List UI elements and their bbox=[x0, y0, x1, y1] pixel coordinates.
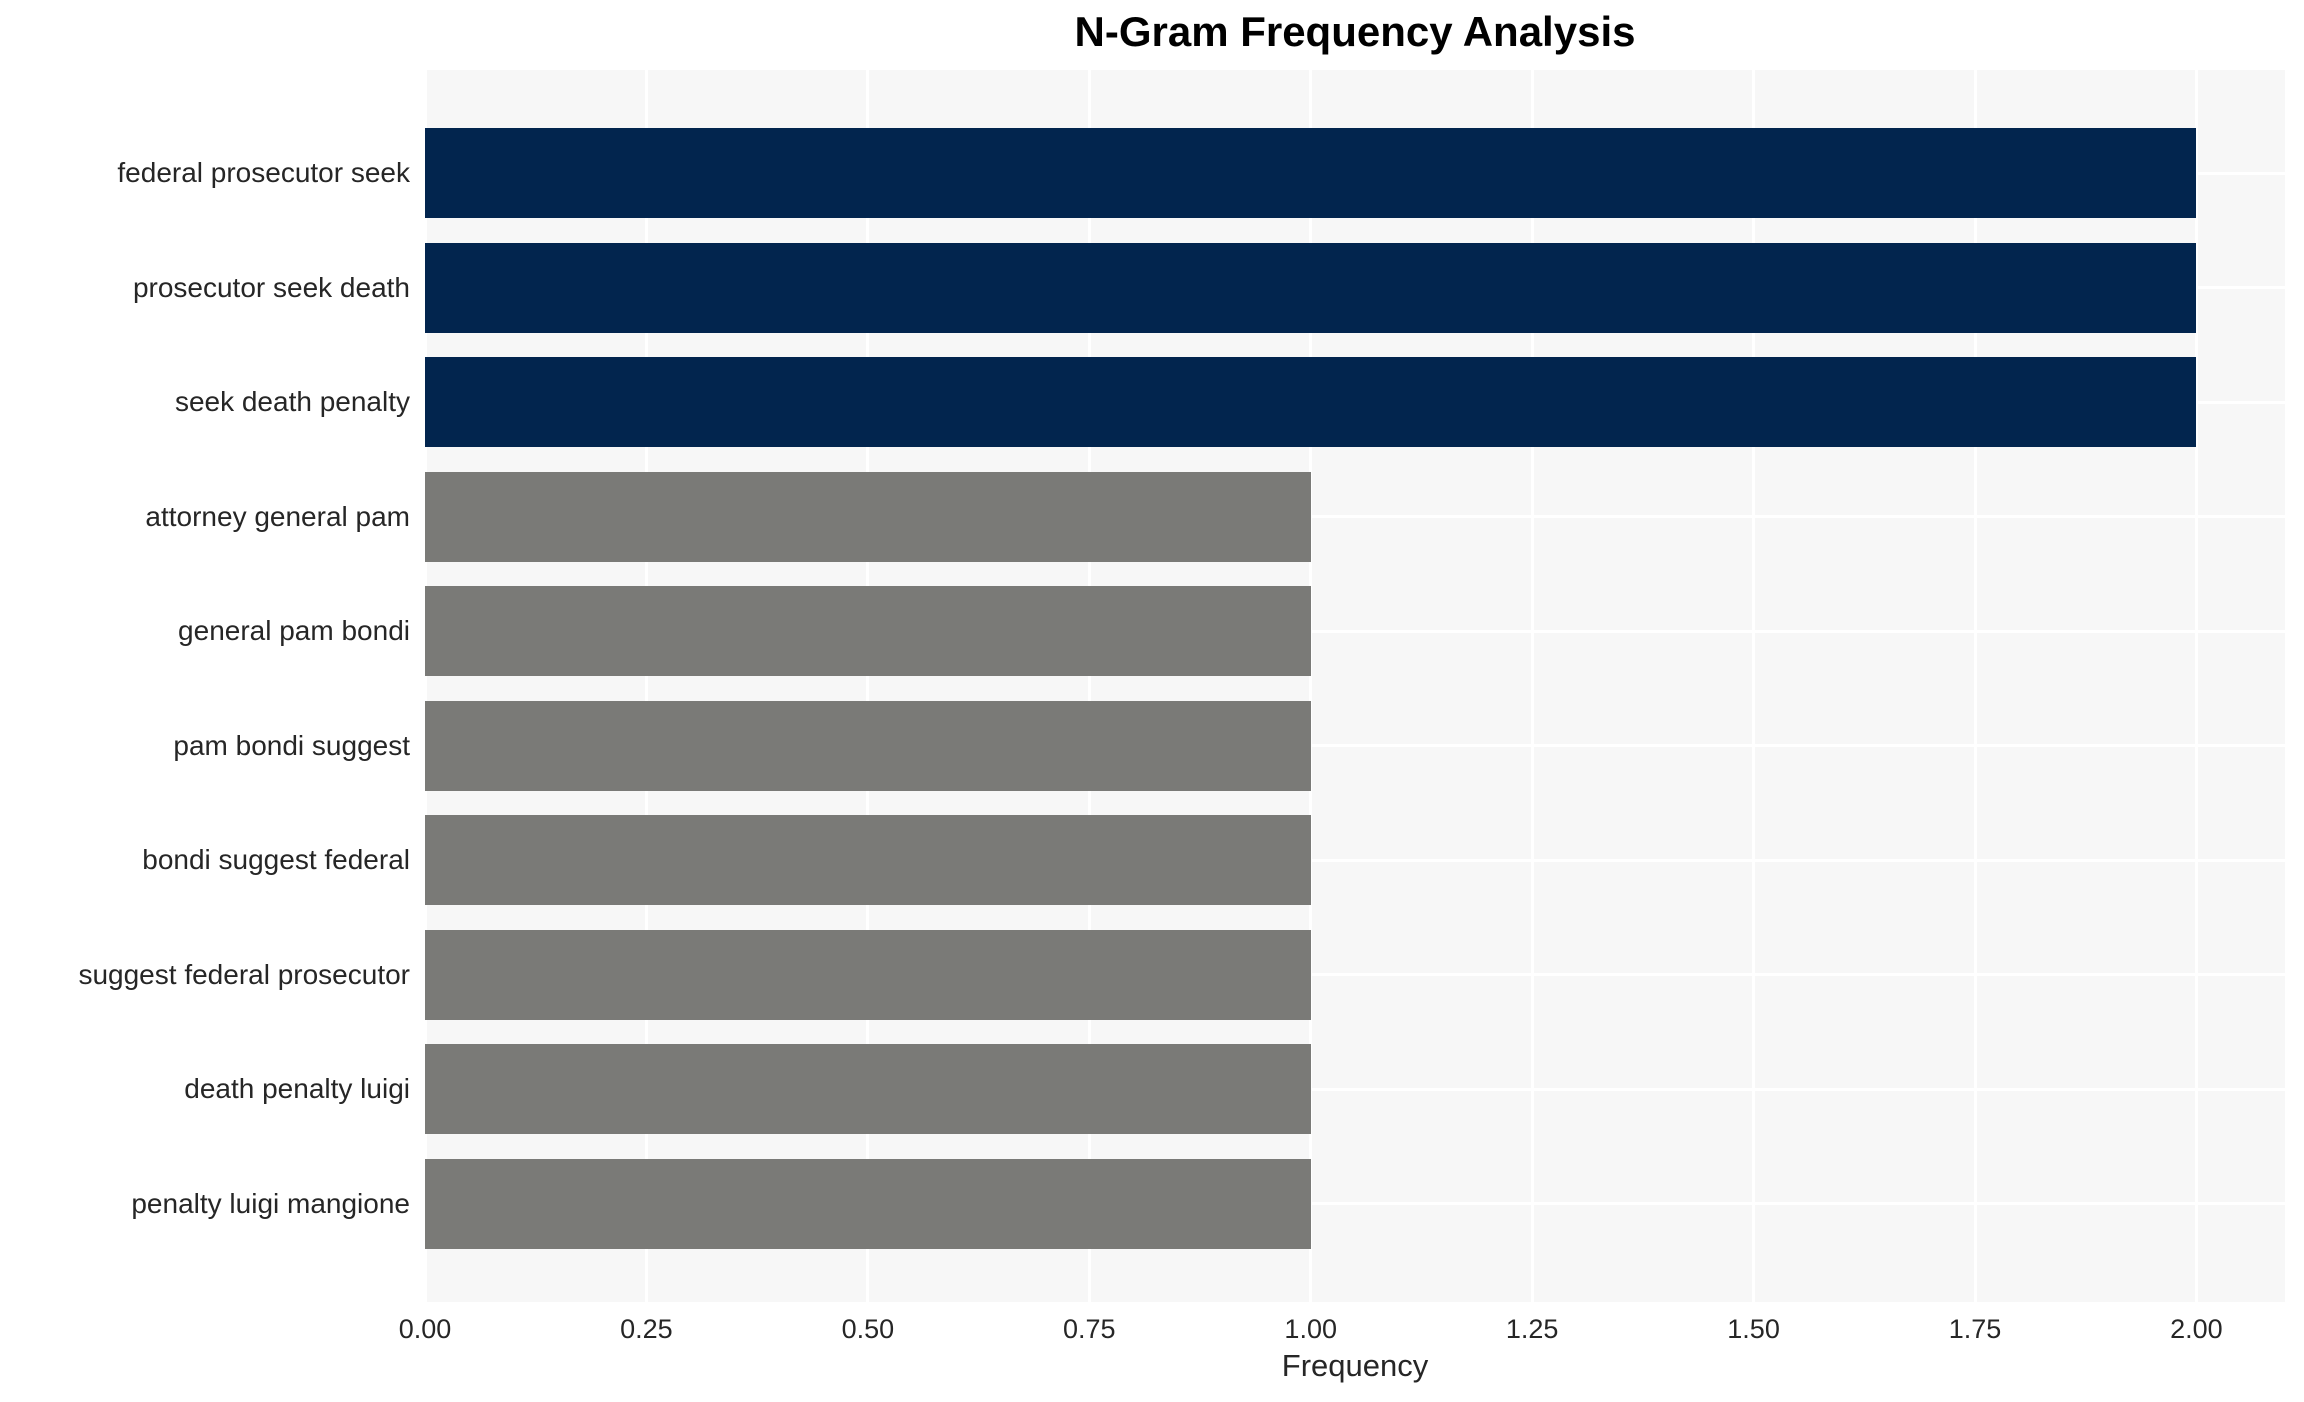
bar bbox=[425, 929, 1311, 1020]
y-tick-label: suggest federal prosecutor bbox=[78, 958, 410, 990]
y-tick-label: penalty luigi mangione bbox=[131, 1187, 410, 1219]
gridline-vertical bbox=[423, 70, 427, 1302]
x-tick-label: 0.00 bbox=[398, 1314, 452, 1344]
gridline-horizontal bbox=[425, 629, 2285, 633]
gridline-vertical bbox=[1973, 70, 1977, 1302]
bar bbox=[425, 586, 1311, 676]
x-axis-label: Frequency bbox=[1281, 1348, 1429, 1383]
y-tick-label: federal prosecutor seek bbox=[117, 157, 410, 188]
y-tick-label: seek death penalty bbox=[174, 386, 410, 417]
gridline-horizontal bbox=[425, 515, 2285, 518]
bar bbox=[425, 700, 1311, 791]
plot-area bbox=[423, 70, 2285, 1302]
x-tick-label: 1.50 bbox=[1727, 1314, 1780, 1344]
gridline-horizontal bbox=[425, 858, 2285, 862]
bar bbox=[425, 1158, 1311, 1249]
gridline-horizontal bbox=[425, 1202, 2285, 1205]
gridline-horizontal bbox=[425, 744, 2285, 747]
gridline-vertical bbox=[1752, 70, 1756, 1302]
bar bbox=[425, 242, 2197, 333]
gridline-vertical bbox=[1530, 70, 1534, 1302]
x-tick-label: 1.25 bbox=[1505, 1314, 1559, 1344]
y-tick-label: attorney general pam bbox=[145, 500, 410, 532]
chart-title: N-Gram Frequency Analysis bbox=[1074, 8, 1636, 55]
x-tick-label: 1.75 bbox=[1948, 1314, 2002, 1344]
x-tick-label: 1.00 bbox=[1284, 1314, 1337, 1344]
gridline-horizontal bbox=[425, 973, 2285, 976]
gridline-vertical bbox=[1309, 70, 1313, 1302]
x-tick-label: 0.25 bbox=[620, 1314, 673, 1344]
bar bbox=[425, 128, 2197, 218]
y-tick-label: general pam bondi bbox=[178, 615, 410, 646]
y-tick-label: pam bondi suggest bbox=[173, 729, 410, 761]
gridline-vertical bbox=[866, 70, 870, 1302]
bar bbox=[425, 1044, 1311, 1134]
x-tick-label: 2.00 bbox=[2170, 1314, 2223, 1344]
bar bbox=[425, 815, 1311, 905]
gridline-vertical bbox=[2194, 70, 2198, 1302]
gridline-vertical bbox=[644, 70, 648, 1302]
y-tick-label: death penalty luigi bbox=[184, 1073, 410, 1104]
x-tick-label: 0.50 bbox=[841, 1314, 895, 1344]
x-tick-label: 0.75 bbox=[1063, 1314, 1116, 1344]
y-tick-label: bondi suggest federal bbox=[142, 844, 410, 875]
gridline-vertical bbox=[1087, 70, 1091, 1302]
bar bbox=[425, 471, 1311, 562]
gridline-horizontal bbox=[425, 1087, 2285, 1091]
bar bbox=[425, 357, 2197, 447]
y-tick-label: prosecutor seek death bbox=[132, 271, 410, 303]
